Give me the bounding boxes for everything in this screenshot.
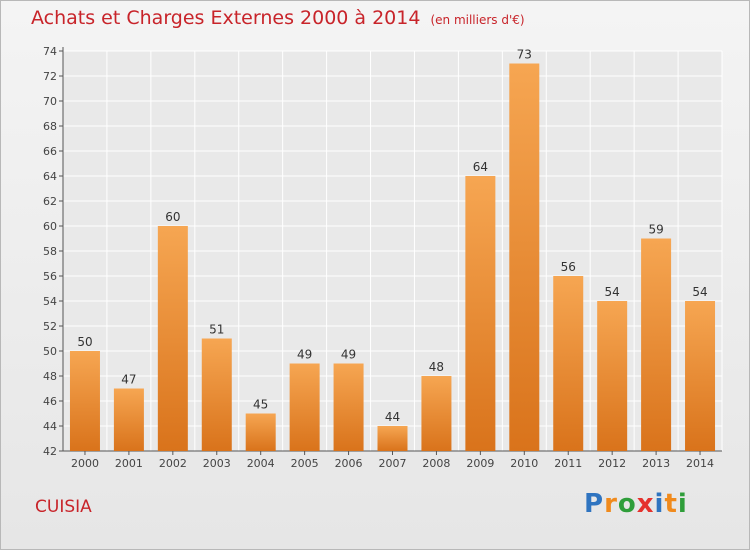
y-tick-label: 60: [43, 220, 57, 233]
x-tick-label: 2007: [379, 457, 407, 470]
bar-2005: [289, 363, 320, 451]
x-tick-label: 2011: [554, 457, 582, 470]
chart-title-text: Achats et Charges Externes 2000 à 2014: [31, 7, 421, 29]
bar-value-label: 54: [605, 285, 620, 299]
bar-2011: [553, 276, 584, 451]
y-tick-label: 64: [43, 170, 57, 183]
brand-letter: o: [617, 489, 637, 519]
bar-2004: [245, 413, 276, 451]
bar-2008: [421, 376, 452, 451]
x-tick-label: 2008: [422, 457, 450, 470]
y-tick-label: 46: [43, 395, 57, 408]
x-tick-label: 2001: [115, 457, 143, 470]
bar-2013: [641, 238, 672, 451]
bar-2002: [157, 226, 188, 451]
bar-2000: [69, 351, 100, 451]
bar-value-label: 47: [121, 373, 136, 387]
bar-2006: [333, 363, 364, 451]
bar-2007: [377, 426, 408, 451]
x-tick-label: 2002: [159, 457, 187, 470]
y-tick-label: 56: [43, 270, 57, 283]
x-tick-label: 2004: [247, 457, 275, 470]
y-tick-label: 70: [43, 95, 57, 108]
proxiti-logo[interactable]: Proxiti: [584, 489, 688, 519]
brand-letter: i: [654, 489, 665, 519]
bar-value-label: 45: [253, 398, 268, 412]
brand-letter: t: [664, 489, 678, 519]
bar-value-label: 44: [385, 410, 400, 424]
y-tick-label: 68: [43, 120, 57, 133]
x-tick-label: 2009: [466, 457, 494, 470]
y-tick-label: 74: [43, 45, 57, 58]
bar-value-label: 60: [165, 210, 180, 224]
bar-value-label: 49: [341, 348, 356, 362]
x-tick-label: 2012: [598, 457, 626, 470]
y-tick-label: 44: [43, 420, 57, 433]
y-tick-label: 62: [43, 195, 57, 208]
bar-2012: [597, 301, 628, 451]
bar-2009: [465, 176, 496, 451]
x-tick-label: 2005: [291, 457, 319, 470]
bar-value-label: 48: [429, 360, 444, 374]
y-tick-label: 66: [43, 145, 57, 158]
bar-2001: [113, 388, 144, 451]
x-tick-label: 2013: [642, 457, 670, 470]
y-tick-label: 54: [43, 295, 57, 308]
label-layer: 50 2000 47 2001 60 2002 51 2003 45 2004 49 2005 49 20…: [71, 48, 714, 471]
bar-value-label: 59: [648, 223, 663, 237]
bar-value-label: 50: [77, 335, 92, 349]
x-tick-label: 2010: [510, 457, 538, 470]
y-tick-label: 58: [43, 245, 57, 258]
bar-value-label: 73: [517, 48, 532, 62]
x-tick-label: 2000: [71, 457, 99, 470]
brand-letter: i: [677, 489, 688, 519]
x-tick-label: 2003: [203, 457, 231, 470]
bar-value-label: 54: [692, 285, 707, 299]
y-tick-label: 42: [43, 445, 57, 458]
brand-letter: r: [604, 489, 618, 519]
place-name: CUISIA: [35, 497, 92, 517]
chart-unit: (en milliers d'€): [430, 13, 525, 27]
y-tick-label: 72: [43, 70, 57, 83]
y-tick-label: 52: [43, 320, 57, 333]
bar-value-label: 51: [209, 323, 224, 337]
bar-layer: [69, 63, 716, 451]
y-tick-label: 48: [43, 370, 57, 383]
bar-2003: [201, 338, 232, 451]
bar-2010: [509, 63, 540, 451]
x-tick-label: 2006: [335, 457, 363, 470]
bar-value-label: 49: [297, 348, 312, 362]
y-tick-label: 50: [43, 345, 57, 358]
bar-value-label: 56: [561, 260, 576, 274]
bar-value-label: 64: [473, 160, 488, 174]
x-tick-label: 2014: [686, 457, 714, 470]
brand-letter: P: [584, 489, 605, 519]
chart-title: Achats et Charges Externes 2000 à 2014 (e…: [31, 7, 525, 29]
brand-letter: x: [636, 489, 655, 519]
bar-2014: [685, 301, 716, 451]
